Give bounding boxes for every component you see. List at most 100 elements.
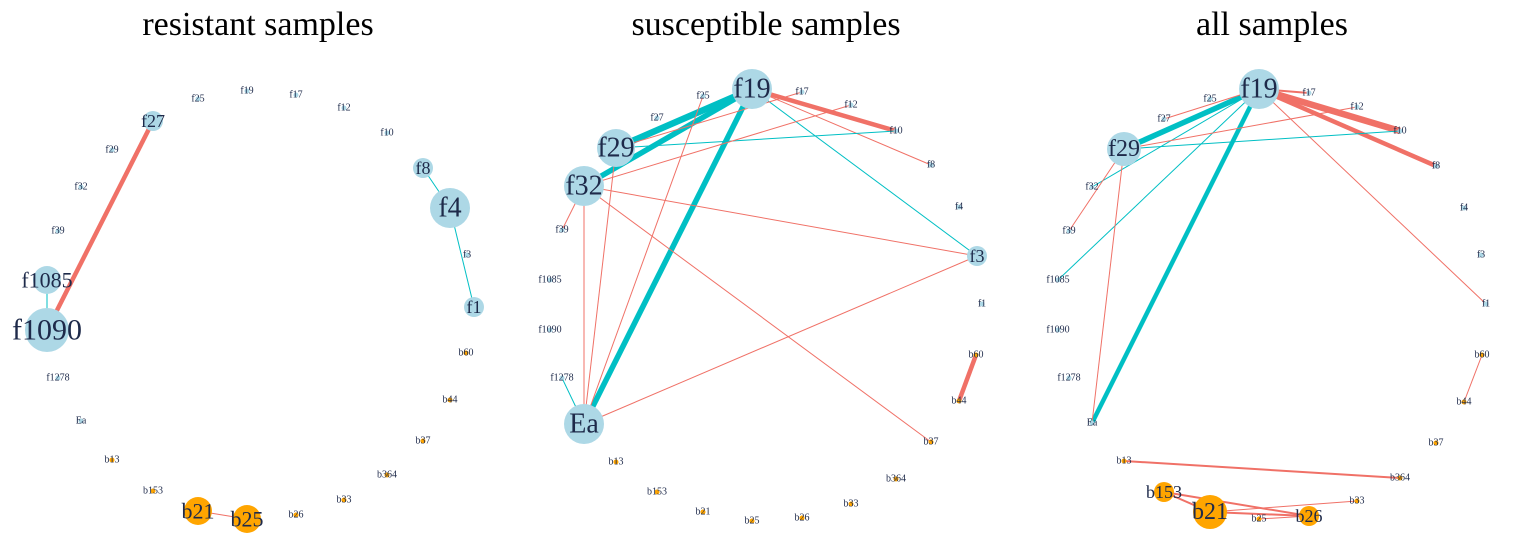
node-label: b26: [289, 510, 304, 521]
network-node: [1154, 482, 1174, 502]
node-label: b26: [795, 513, 810, 524]
node-label: b60: [459, 348, 474, 359]
node-label: f39: [555, 225, 568, 236]
network-edge: [1163, 491, 1310, 517]
node-label: f10: [380, 128, 393, 139]
network-node: [749, 518, 755, 524]
network-node: [1066, 375, 1072, 381]
node-label: b25: [1252, 514, 1267, 525]
network-node: [893, 128, 899, 134]
network-node: [799, 515, 805, 521]
network-node: [384, 472, 390, 478]
network-edge: [1123, 106, 1358, 150]
node-label: b26: [1296, 506, 1323, 526]
node-label: b25: [231, 507, 264, 532]
network-node: [293, 512, 299, 518]
network-edge: [583, 185, 932, 443]
network-node: [1066, 228, 1072, 234]
network-node: [1483, 301, 1489, 307]
node-label: b21: [182, 499, 215, 524]
network-edge: [751, 88, 932, 166]
network-edge: [1089, 87, 1262, 425]
node-label: b364: [1390, 473, 1410, 484]
node-label: b37: [416, 436, 431, 447]
node-label: f10: [889, 126, 902, 137]
network-node: [109, 457, 115, 463]
network-edge: [583, 104, 852, 187]
network-node: [1478, 252, 1484, 258]
network-node: [559, 375, 565, 381]
node-label: f1085: [538, 275, 561, 286]
node-label: b33: [1350, 496, 1365, 507]
network-node: [654, 115, 660, 121]
node-label: b44: [1457, 397, 1472, 408]
network-edge: [751, 88, 978, 257]
node-label: f27: [141, 111, 165, 131]
network-node: [413, 158, 433, 178]
network-node: [464, 252, 470, 258]
network-edge: [1057, 88, 1260, 281]
node-label: f1090: [1046, 325, 1069, 336]
node-label: f4: [955, 202, 963, 213]
node-label: b153: [647, 487, 667, 498]
node-label: f1: [467, 297, 482, 317]
network-edge: [1258, 88, 1487, 305]
network-node: [447, 397, 453, 403]
network-node: [33, 266, 61, 294]
node-label: f32: [74, 182, 87, 193]
network-node: [55, 375, 61, 381]
network-node: [979, 301, 985, 307]
network-node: [700, 93, 706, 99]
network-edge: [1122, 86, 1261, 152]
network-node: [1354, 498, 1360, 504]
network-node: [78, 184, 84, 190]
network-edge: [583, 255, 978, 425]
network-edge: [44, 119, 156, 332]
network-node: [1397, 128, 1403, 134]
network-node: [463, 350, 469, 356]
network-node: [928, 162, 934, 168]
network-node: [654, 489, 660, 495]
network-node: [1461, 399, 1467, 405]
node-label: f19: [240, 86, 253, 97]
network-edge: [614, 86, 754, 151]
node-label: f10: [1393, 126, 1406, 137]
network-panel: resistant samples f27 f25 f19 f17 f12 f10 f8 f4 f…: [12, 6, 484, 533]
network-edge: [751, 86, 897, 134]
network-node: [928, 439, 934, 445]
node-label: b44: [443, 395, 458, 406]
node-label: f17: [1302, 88, 1315, 99]
node-label: Ea: [76, 416, 87, 427]
node-label: f4: [1460, 203, 1468, 214]
network-node: [1433, 440, 1439, 446]
node-label: Ea: [569, 409, 599, 440]
network-node: [1306, 90, 1312, 96]
network-node: [848, 501, 854, 507]
node-label: f19: [1240, 74, 1277, 105]
node-label: f1085: [1046, 275, 1069, 286]
node-label: f12: [1350, 102, 1363, 113]
node-label: f1278: [550, 373, 573, 384]
node-label: b37: [924, 437, 939, 448]
network-node: [1239, 69, 1279, 109]
network-node: [1107, 132, 1141, 166]
node-label: b364: [377, 470, 397, 481]
node-label: f39: [1062, 226, 1075, 237]
network-node: [430, 188, 470, 228]
node-label: b13: [1117, 456, 1132, 467]
node-label: b25: [745, 516, 760, 527]
node-label: b21: [1192, 499, 1228, 525]
network-node: [384, 130, 390, 136]
network-node: [967, 246, 987, 266]
network-node: [547, 327, 553, 333]
node-label: f29: [105, 145, 118, 156]
network-node: [109, 147, 115, 153]
network-node: [1121, 458, 1127, 464]
node-label: b364: [886, 474, 906, 485]
network-edge: [582, 86, 754, 189]
network-node: [1207, 96, 1213, 102]
node-label: b21: [696, 507, 711, 518]
network-node: [233, 505, 261, 533]
node-label: f3: [1477, 250, 1485, 261]
